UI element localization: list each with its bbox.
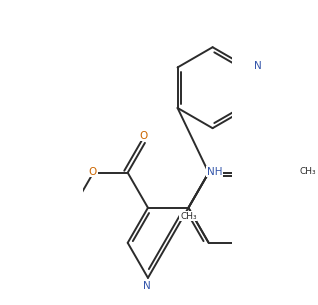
- Text: CH₃: CH₃: [299, 167, 316, 176]
- Text: N: N: [254, 61, 262, 71]
- Text: N: N: [143, 281, 151, 291]
- Text: O: O: [89, 167, 97, 177]
- Text: O: O: [140, 131, 148, 141]
- Text: CH₃: CH₃: [180, 212, 197, 221]
- Text: NH: NH: [207, 167, 223, 177]
